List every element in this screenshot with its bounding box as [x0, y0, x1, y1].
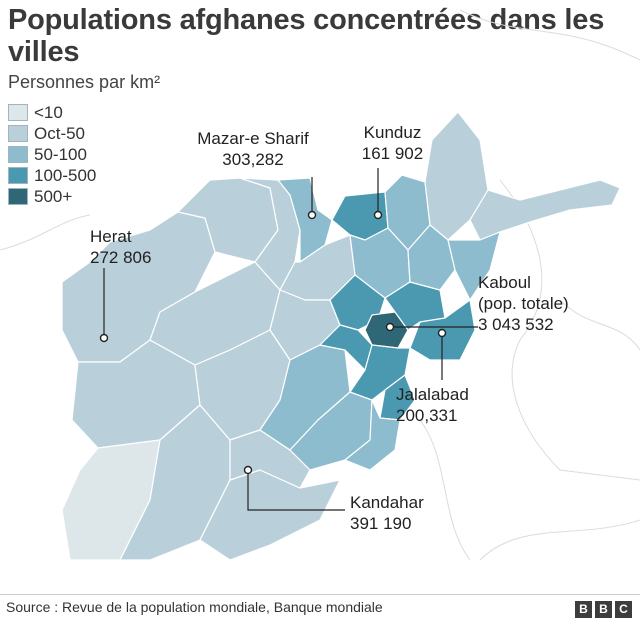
city-dot-herat	[99, 333, 109, 343]
province-paktika	[344, 399, 401, 471]
footer: Source : Revue de la population mondiale…	[0, 594, 640, 622]
city-name: Herat	[90, 227, 132, 246]
label-kaboul: Kaboul (pop. totale) 3 043 532	[478, 272, 569, 335]
city-markers	[99, 210, 447, 475]
city-dot-kunduz	[373, 210, 383, 220]
province-wakhan	[469, 179, 621, 241]
legend-label: 500+	[34, 186, 73, 206]
legend-label: 100-500	[34, 165, 97, 185]
city-dot-mazar	[307, 210, 317, 220]
city-dot-jalalabad	[437, 328, 447, 338]
legend-label: 50-100	[34, 144, 87, 164]
city-population: 3 043 532	[478, 315, 554, 334]
legend-swatch	[8, 125, 28, 142]
label-herat: Herat 272 806	[90, 226, 151, 268]
city-population: 303,282	[222, 150, 284, 169]
bbc-logo: B B C	[575, 601, 632, 618]
city-name: Kunduz	[363, 123, 422, 142]
legend-swatch	[8, 167, 28, 184]
label-mazar: Mazar-e Sharif 303,282	[178, 128, 328, 170]
legend-swatch	[8, 146, 28, 163]
legend-item-lt10: <10	[8, 102, 96, 123]
legend-title: Personnes par km²	[8, 72, 161, 92]
city-name: Jalalabad	[396, 385, 469, 404]
leader-lines	[103, 168, 478, 511]
city-name: Kandahar	[350, 493, 424, 512]
legend: <10 Oct-50 50-100 100-500 500+	[8, 102, 96, 207]
province-kunar	[447, 231, 501, 301]
legend-swatch	[8, 104, 28, 121]
city-note: (pop. totale)	[478, 294, 569, 313]
label-kunduz: Kunduz 161 902	[345, 122, 440, 164]
city-population: 200,331	[396, 406, 458, 425]
city-dot-kandahar	[243, 465, 253, 475]
city-population: 272 806	[90, 248, 152, 267]
legend-label: <10	[34, 102, 63, 122]
city-dot-kaboul	[385, 322, 395, 332]
legend-swatch	[8, 188, 28, 205]
city-name: Kaboul	[478, 273, 531, 292]
label-jalalabad: Jalalabad 200,331	[396, 384, 469, 426]
legend-item-10-50: Oct-50	[8, 123, 96, 144]
legend-item-100-500: 100-500	[8, 165, 96, 186]
bbc-logo-letter: B	[575, 601, 592, 618]
province-paktya	[379, 374, 416, 421]
provinces	[61, 111, 621, 561]
city-population: 391 190	[350, 514, 412, 533]
afghanistan-map	[0, 9, 640, 561]
source-note: Source : Revue de la population mondiale…	[6, 599, 383, 615]
legend-item-50-100: 50-100	[8, 144, 96, 165]
city-name: Mazar-e Sharif	[197, 129, 309, 148]
legend-label: Oct-50	[34, 123, 86, 143]
chart-title: Populations afghanes concentrées dans le…	[8, 4, 605, 68]
city-population: 161 902	[361, 144, 424, 163]
legend-item-500plus: 500+	[8, 186, 96, 207]
neighbor-borders	[0, 9, 640, 561]
label-kandahar: Kandahar 391 190	[350, 492, 424, 534]
bbc-logo-letter: C	[615, 601, 632, 618]
bbc-logo-letter: B	[595, 601, 612, 618]
